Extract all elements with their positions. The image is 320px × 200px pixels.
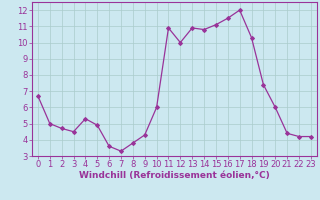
X-axis label: Windchill (Refroidissement éolien,°C): Windchill (Refroidissement éolien,°C) xyxy=(79,171,270,180)
